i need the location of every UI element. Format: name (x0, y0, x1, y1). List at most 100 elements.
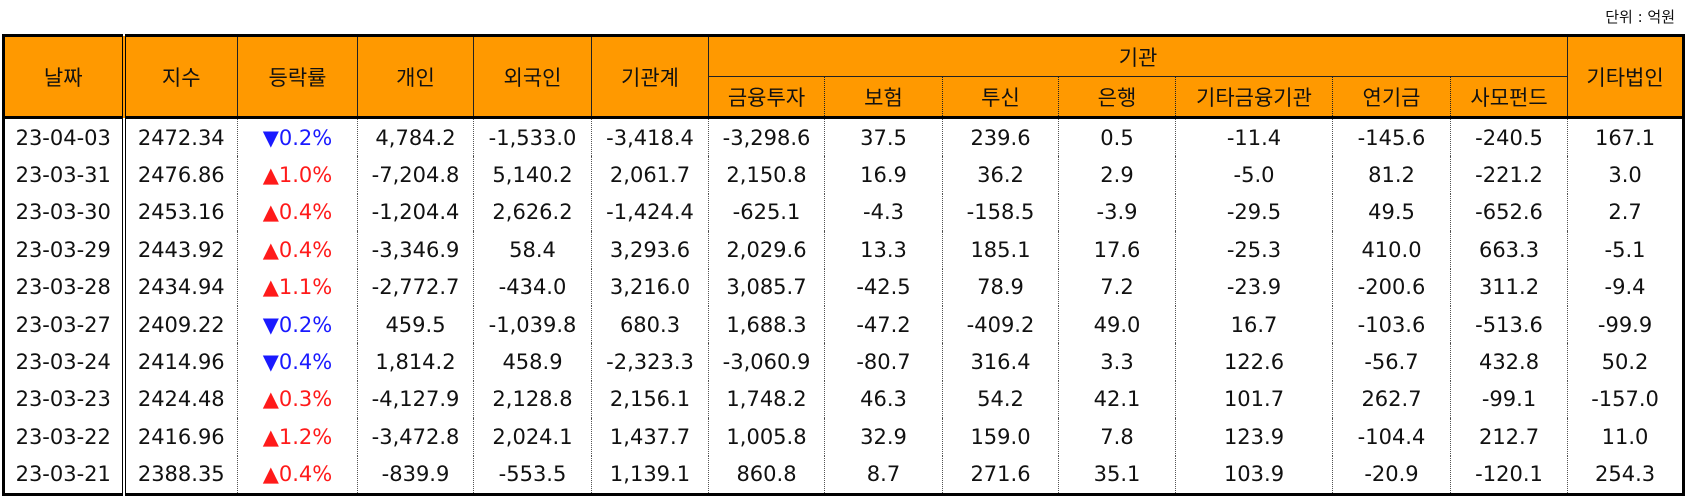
table-cell: 1,748.2 (708, 380, 825, 419)
table-cell: -2,323.3 (591, 343, 709, 381)
table-cell: 1,437.7 (591, 418, 709, 456)
table-cell: -4,127.9 (357, 380, 474, 419)
table-row: 23-03-31 2476.86 ▲1.0% -7,204.8 5,140.2 2,061… (2, 156, 1685, 194)
table-cell: -47.2 (824, 305, 943, 344)
table-cell: 2,128.8 (473, 380, 592, 419)
table-cell: -3.9 (1058, 193, 1176, 232)
table-cell: 35.1 (1058, 455, 1176, 496)
table-cell: 23-04-03 (2, 117, 126, 157)
table-row: 23-03-27 2409.22 ▼0.2% 459.5 -1,039.8 680.3 1,… (2, 305, 1685, 344)
change-cell: ▲1.0% (237, 156, 358, 194)
header-cell: 등락률 (237, 34, 358, 119)
table-cell: -25.3 (1175, 231, 1333, 269)
table-cell: 17.6 (1058, 231, 1176, 269)
table-cell: 2.9 (1058, 156, 1176, 194)
change-cell: ▼0.2% (237, 117, 358, 157)
table-cell: -839.9 (357, 455, 474, 496)
table-cell: -5.0 (1175, 156, 1333, 194)
table-cell: -625.1 (708, 193, 825, 232)
table-cell: 37.5 (824, 117, 943, 157)
table-cell: -200.6 (1332, 268, 1451, 306)
table-cell: 78.9 (942, 268, 1059, 306)
table-cell: 23-03-31 (2, 156, 126, 194)
table-cell: 2453.16 (123, 193, 238, 232)
subheader-cell: 금융투자 (708, 76, 825, 119)
table-cell: 2,150.8 (708, 156, 825, 194)
table-cell: 23-03-28 (2, 268, 126, 306)
table-cell: 103.9 (1175, 455, 1333, 496)
subheader-cell: 투신 (942, 76, 1059, 119)
table-cell: 1,005.8 (708, 418, 825, 456)
table-cell: -3,298.6 (708, 117, 825, 157)
change-cell: ▼0.4% (237, 343, 358, 381)
table-cell: 3,085.7 (708, 268, 825, 306)
table-cell: 23-03-24 (2, 343, 126, 381)
table-cell: -2,772.7 (357, 268, 474, 306)
table-cell: 2434.94 (123, 268, 238, 306)
header-cell: 기타법인 (1567, 34, 1685, 119)
change-arrow: ▲ (262, 200, 279, 225)
table-cell: 122.6 (1175, 343, 1333, 381)
table-cell: 81.2 (1332, 156, 1451, 194)
table-cell: 159.0 (942, 418, 1059, 456)
table-cell: -1,533.0 (473, 117, 592, 157)
header-cell: 지수 (123, 34, 238, 119)
table-cell: 262.7 (1332, 380, 1451, 419)
table-cell: -3,472.8 (357, 418, 474, 456)
change-arrow: ▲ (262, 275, 279, 300)
change-cell: ▲1.2% (237, 418, 358, 456)
change-value: 0.4% (278, 237, 333, 262)
table-cell: -1,039.8 (473, 305, 592, 344)
table-cell: 23-03-30 (2, 193, 126, 232)
table-cell: 311.2 (1449, 268, 1568, 306)
table-cell: 11.0 (1567, 418, 1685, 456)
table-cell: 16.7 (1175, 305, 1333, 344)
table-cell: -120.1 (1449, 455, 1568, 496)
table-cell: -652.6 (1449, 193, 1568, 232)
table-cell: 2,626.2 (473, 193, 592, 232)
table-cell: 16.9 (824, 156, 943, 194)
table-row: 23-03-23 2424.48 ▲0.3% -4,127.9 2,128.8 2,156… (2, 380, 1685, 419)
table-cell: 2,156.1 (591, 380, 709, 419)
change-value: 0.4% (278, 350, 333, 375)
change-cell: ▲0.3% (237, 380, 358, 419)
table-cell: -158.5 (942, 193, 1059, 232)
table-cell: 23-03-23 (2, 380, 126, 419)
table-cell: 3.3 (1058, 343, 1176, 381)
table-cell: 410.0 (1332, 231, 1451, 269)
table-cell: -29.5 (1175, 193, 1333, 232)
table-cell: 167.1 (1567, 117, 1685, 157)
table-cell: 1,688.3 (708, 305, 825, 344)
table-cell: 3,293.6 (591, 231, 709, 269)
table-cell: 1,139.1 (591, 455, 709, 496)
table-cell: 3,216.0 (591, 268, 709, 306)
table-cell: 2424.48 (123, 380, 238, 419)
subheader-cell: 사모펀드 (1449, 76, 1569, 119)
table-row: 23-04-03 2472.34 ▼0.2% 4,784.2 -1,533.0 -3,41… (2, 117, 1685, 157)
table-row: 23-03-28 2434.94 ▲1.1% -2,772.7 -434.0 3,216.… (2, 268, 1685, 306)
change-value: 1.0% (278, 163, 333, 188)
change-value: 0.3% (278, 387, 333, 412)
change-arrow: ▼ (262, 312, 279, 337)
table-cell: 459.5 (357, 305, 474, 344)
table-cell: -434.0 (473, 268, 592, 306)
table-cell: 212.7 (1449, 418, 1568, 456)
change-value: 0.4% (278, 462, 333, 487)
change-value: 1.2% (278, 424, 333, 449)
change-value: 0.4% (278, 200, 333, 225)
table-row: 23-03-29 2443.92 ▲0.4% -3,346.9 58.4 3,293.6 2… (2, 231, 1685, 269)
header-cell: 개인 (357, 34, 474, 119)
table-cell: -3,418.4 (591, 117, 709, 157)
table-cell: 49.5 (1332, 193, 1451, 232)
table-cell: -221.2 (1449, 156, 1568, 194)
table-cell: 432.8 (1449, 343, 1568, 381)
table-cell: 680.3 (591, 305, 709, 344)
table-cell: 860.8 (708, 455, 825, 496)
table-cell: 54.2 (942, 380, 1059, 419)
change-arrow: ▼ (262, 125, 279, 150)
table-cell: 239.6 (942, 117, 1059, 157)
header-cell: 외국인 (473, 34, 592, 119)
header-cell: 날짜 (2, 34, 126, 119)
table-cell: 663.3 (1449, 231, 1568, 269)
